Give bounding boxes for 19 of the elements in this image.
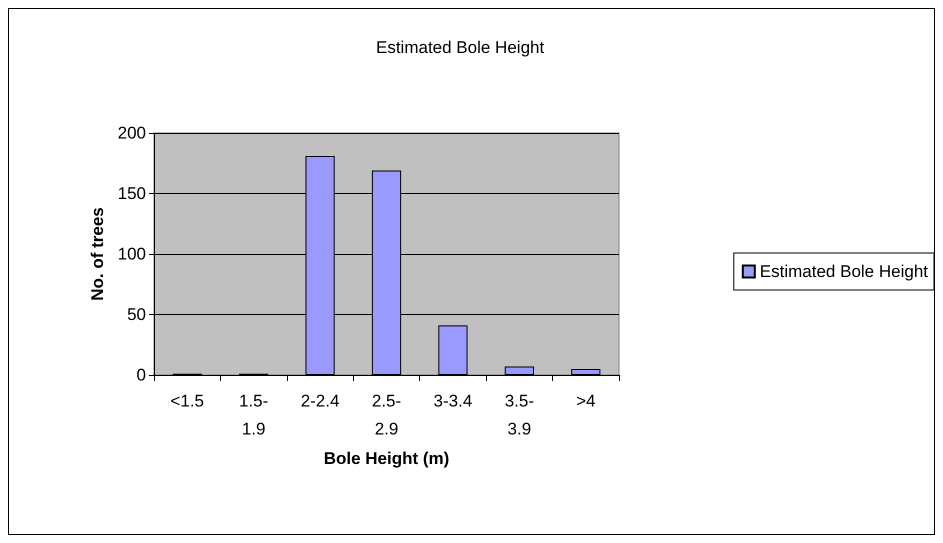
bar: [504, 366, 534, 375]
x-tick-label: 3-3.4: [434, 392, 472, 410]
y-axis-title: No. of trees: [88, 207, 107, 301]
x-tick-label: 1.5-1.9: [238, 392, 268, 438]
y-tick-label: 50: [127, 305, 146, 324]
x-tick-label: 2.5-2.9: [372, 392, 402, 438]
x-axis-title: Bole Height (m): [324, 449, 450, 468]
y-tick-label: 100: [118, 244, 146, 264]
y-tick-label: 0: [136, 366, 146, 384]
y-tick-label: 150: [118, 184, 146, 203]
bar: [571, 368, 600, 375]
x-tick-label: 2-2.4: [300, 392, 340, 410]
x-tick-label: <1.5: [170, 392, 204, 410]
bar: [438, 325, 468, 375]
y-tick-label: 200: [118, 124, 146, 142]
x-tick-label: >4: [576, 392, 596, 410]
legend-label: Estimated Bole Height: [760, 262, 928, 281]
chart-title: Estimated Bole Height: [376, 38, 544, 57]
x-tick-label: 3.5-3.9: [504, 392, 534, 438]
